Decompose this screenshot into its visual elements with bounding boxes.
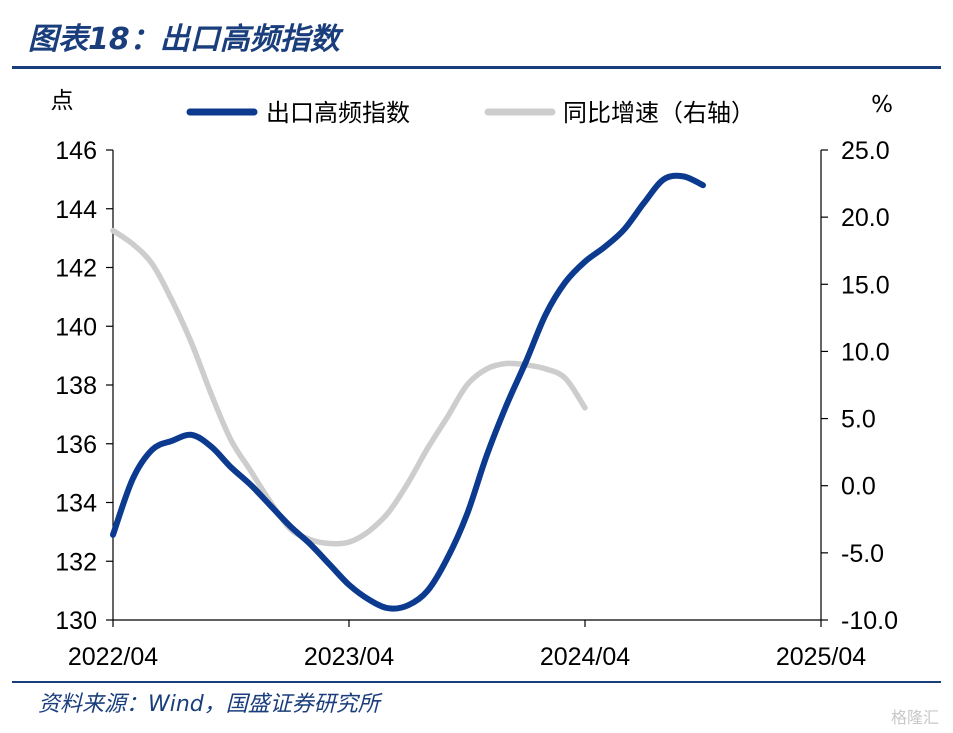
left-y-tick-label: 132 [55,548,97,576]
right-y-tick-label: -10.0 [841,607,898,635]
title-divider [12,66,941,69]
left-y-tick-label: 142 [55,255,97,283]
left-y-tick-label: 146 [55,137,97,165]
series-layer [110,172,706,612]
watermark-logo: 格隆汇 [890,708,939,727]
footer-divider [12,681,941,683]
right-y-tick-label: -5.0 [841,540,884,568]
left-y-tick-label: 130 [55,607,97,635]
right-y-tick-label: 25.0 [841,137,890,165]
left-y-tick-label: 136 [55,431,97,459]
right-y-tick-label: 15.0 [841,271,890,299]
source-note: 资料来源：Wind，国盛证券研究所 [38,692,380,717]
left-y-tick-label: 140 [55,313,97,341]
axes-layer: 130 132 134 136 138 140 142 144 146 -10.0 -5.0 0.0 5… [51,88,898,671]
right-y-tick-label: 20.0 [841,204,890,232]
legend: 出口高频指数 同比增速（右轴） [186,99,755,127]
left-axis-unit: 点 [51,88,74,114]
right-y-tick-label: 5.0 [841,406,876,434]
right-y-tick-label: 0.0 [841,473,876,501]
right-y-tick-label: 10.0 [841,338,890,366]
left-y-tick-label: 144 [55,196,97,224]
x-tick-label: 2025/04 [776,643,866,671]
series-line-yoy-growth [110,227,588,547]
left-y-tick-label: 134 [55,490,97,518]
x-tick-label: 2023/04 [304,643,394,671]
left-y-tick-label: 138 [55,372,97,400]
chart-title: 图表18：出口高频指数 [28,22,340,57]
x-tick-label: 2024/04 [540,643,630,671]
right-axis-unit: % [871,92,893,118]
x-tick-label: 2022/04 [68,643,158,671]
legend-label-yoy-growth: 同比增速（右轴） [563,99,755,127]
legend-label-export-index: 出口高频指数 [266,99,410,127]
series-line-export-index [110,172,706,612]
